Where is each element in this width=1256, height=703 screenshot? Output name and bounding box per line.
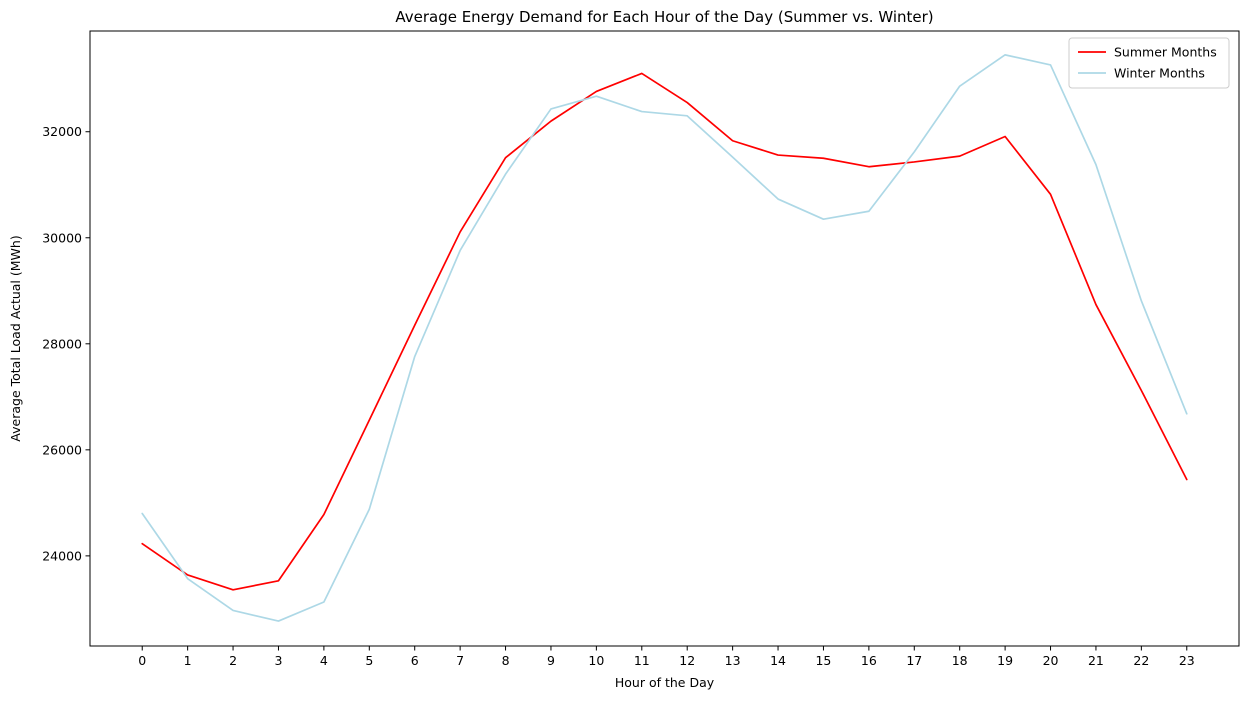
x-tick-label: 14 xyxy=(770,653,786,668)
x-tick-label: 18 xyxy=(952,653,968,668)
y-axis: 24000 26000 28000 30000 32000 xyxy=(42,124,90,563)
x-tick-label: 4 xyxy=(320,653,328,668)
x-tick-label: 10 xyxy=(588,653,604,668)
legend: Summer Months Winter Months xyxy=(1068,37,1230,89)
x-tick-label: 15 xyxy=(815,653,831,668)
series-line-winter xyxy=(141,54,1188,622)
chart-title: Average Energy Demand for Each Hour of t… xyxy=(395,8,933,26)
y-tick-label: 26000 xyxy=(42,442,82,457)
x-tick-label: 12 xyxy=(679,653,695,668)
x-tick-label: 8 xyxy=(502,653,510,668)
x-tick-label: 22 xyxy=(1133,653,1149,668)
x-tick-label: 1 xyxy=(184,653,192,668)
x-tick-label: 9 xyxy=(547,653,555,668)
x-tick-label: 6 xyxy=(411,653,419,668)
x-tick-label: 5 xyxy=(365,653,373,668)
y-axis-label: Average Total Load Actual (MWh) xyxy=(8,235,23,441)
y-tick-label: 28000 xyxy=(42,336,82,351)
x-tick-label: 19 xyxy=(997,653,1013,668)
y-tick-label: 32000 xyxy=(42,124,82,139)
x-tick-label: 23 xyxy=(1179,653,1195,668)
y-tick-label: 24000 xyxy=(42,548,82,563)
legend-label-winter: Winter Months xyxy=(1114,66,1205,81)
series-line-summer xyxy=(141,72,1188,591)
x-tick-label: 3 xyxy=(274,653,282,668)
x-tick-label: 17 xyxy=(906,653,922,668)
x-tick-label: 20 xyxy=(1043,653,1059,668)
x-tick-label: 11 xyxy=(634,653,650,668)
plot-frame xyxy=(89,30,1240,647)
x-tick-label: 16 xyxy=(861,653,877,668)
legend-label-summer: Summer Months xyxy=(1114,45,1217,60)
x-tick-label: 7 xyxy=(456,653,464,668)
legend-box xyxy=(1068,37,1230,89)
x-tick-label: 2 xyxy=(229,653,237,668)
x-axis-label: Hour of the Day xyxy=(615,675,715,690)
x-axis: 0 1 2 3 4 5 6 7 8 9 10 11 12 13 14 15 16 17 18 19 20 21 22 23 xyxy=(138,646,1195,668)
x-tick-label: 21 xyxy=(1088,653,1104,668)
y-tick-label: 30000 xyxy=(42,230,82,245)
plot-area xyxy=(141,54,1188,622)
x-tick-label: 0 xyxy=(138,653,146,668)
x-tick-label: 13 xyxy=(725,653,741,668)
